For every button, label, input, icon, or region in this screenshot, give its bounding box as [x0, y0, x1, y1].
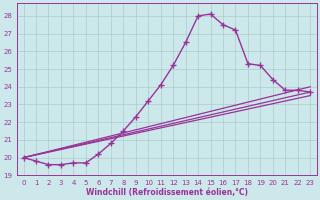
X-axis label: Windchill (Refroidissement éolien,°C): Windchill (Refroidissement éolien,°C): [86, 188, 248, 197]
